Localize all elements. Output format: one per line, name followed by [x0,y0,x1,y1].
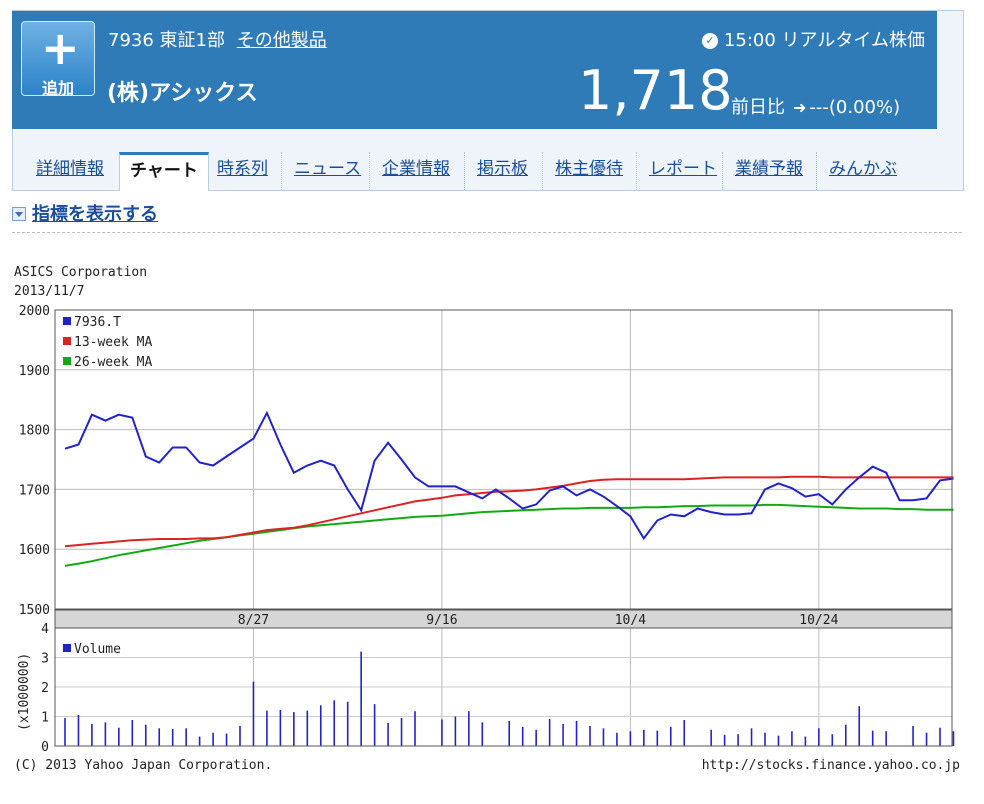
sector-link[interactable]: その他製品 [236,30,327,51]
tab-forecast[interactable]: 業績予報 [722,152,803,190]
realtime-info: ✓ 15:00 リアルタイム株価 [701,26,925,52]
indicator-toggle[interactable]: 指標を表示する [12,200,158,226]
legend-swatch [63,317,71,325]
tab-details[interactable]: 詳細情報 [36,159,104,179]
legend-swatch [63,357,71,365]
price-lines [64,410,954,567]
tab-chart[interactable]: チャート [119,152,209,191]
realtime-label: リアルタイム株価 [781,30,925,51]
stock-code-line: 7936 東証1部 その他製品 [108,26,327,52]
divider [12,232,962,233]
company-name: (株)アシックス [107,81,258,106]
ma13-series-line [64,475,954,548]
price-series-line [64,410,954,541]
change-label: 前日比 [731,97,785,118]
copyright: (C) 2013 Yahoo Japan Corporation. [14,758,272,773]
legend-label: 7936.T [74,315,121,330]
y-tick-label: 1800 [19,424,50,439]
volume-y-tick-label: 4 [41,622,49,637]
tab-timeseries[interactable]: 時系列 [217,159,268,179]
arrow-right-icon: ➜ [793,98,807,117]
stock-price: 1,718 [578,59,733,122]
chart-date: 2013/11/7 [14,284,84,299]
market-name: 東証1部 [159,30,225,51]
stock-code: 7936 [108,30,154,51]
volume-legend-swatch [63,644,71,652]
price-plot-frame [54,309,953,610]
y-tick-label: 1600 [19,543,50,558]
date-axis-labels: 8/27 9/16 10/4 10/24 [238,613,839,628]
tab-bar: 詳細情報 チャート 時系列 ニュース 企業情報 掲示板 株主優待 レポート 業績… [13,152,963,191]
expand-icon [12,207,26,221]
tab-company[interactable]: 企業情報 [369,152,450,190]
quote-time: 15:00 [723,30,776,51]
tab-minkabu[interactable]: みんかぶ [816,152,897,190]
volume-axis-label: (x1000000) [17,653,32,731]
chart-title: ASICS Corporation [14,265,147,280]
price-grid: 1500 1600 1700 1800 1900 2000 [19,304,952,618]
tab-benefits[interactable]: 株主優待 [542,152,623,190]
add-button-label: 追加 [41,79,74,98]
legend-label: 13-week MA [74,335,152,350]
indicator-toggle-label: 指標を表示する [32,204,158,225]
y-tick-label: 1500 [19,603,50,618]
price-legend: 7936.T 13-week MA 26-week MA [63,315,152,370]
volume-y-tick-label: 2 [41,681,49,696]
legend-swatch [63,337,71,345]
source-url: http://stocks.finance.yahoo.co.jp [702,758,960,773]
x-tick-label: 8/27 [238,613,269,628]
plus-icon: + [41,21,80,75]
volume-grid: 0 1 2 3 4 [41,622,952,755]
y-tick-label: 1900 [19,364,50,379]
clock-icon: ✓ [701,33,718,49]
stock-chart: ASICS Corporation 2013/11/7 1500 1600 1700… [14,265,960,773]
tab-board[interactable]: 掲示板 [464,152,528,190]
volume-legend-label: Volume [74,642,121,657]
ma26-series-line [64,503,954,567]
volume-plot-frame [54,627,953,747]
legend-label: 26-week MA [74,355,152,370]
price-change: 前日比 ➜ ---(0.00%) [731,93,900,119]
tab-report[interactable]: レポート [636,152,717,190]
tab-news[interactable]: ニュース [281,152,361,190]
x-tick-label: 10/4 [615,613,646,628]
y-tick-label: 2000 [19,304,50,319]
volume-y-tick-label: 0 [41,740,49,755]
stock-header: + 追加 7936 東証1部 その他製品 (株)アシックス ✓ 15:00 リアル… [12,11,937,129]
x-tick-label: 10/24 [799,613,838,628]
y-tick-label: 1700 [19,483,50,498]
change-value: ---(0.00%) [809,97,901,118]
x-tick-label: 9/16 [426,613,457,628]
volume-y-tick-label: 3 [41,652,49,667]
volume-y-tick-label: 1 [41,711,49,726]
add-button[interactable]: + 追加 [21,21,95,98]
volume-bars [64,651,955,746]
